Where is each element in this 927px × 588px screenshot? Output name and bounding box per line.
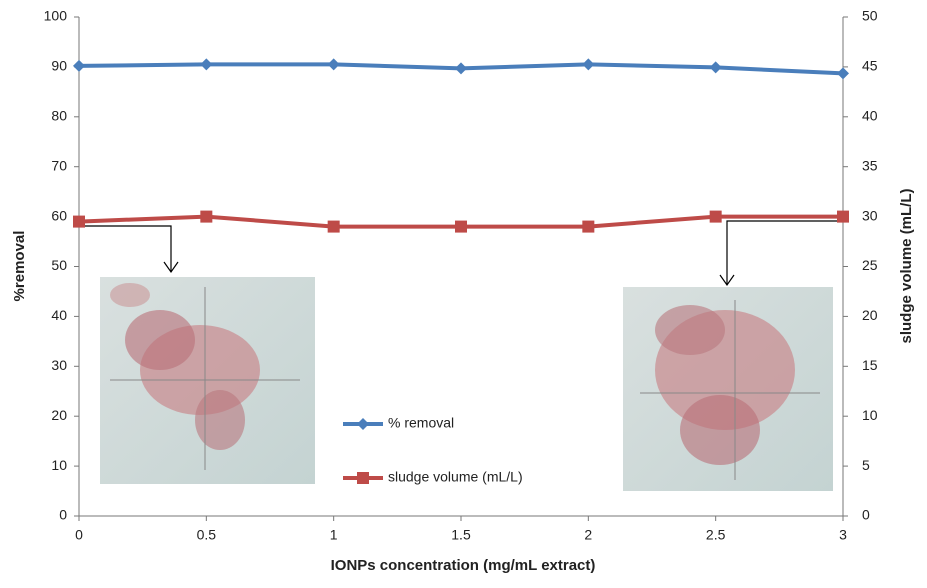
x-tick-label: 3 xyxy=(839,527,847,543)
legend-label: sludge volume (mL/L) xyxy=(388,469,523,485)
y-tick-label: 0 xyxy=(59,507,67,523)
x-tick-label: 0 xyxy=(75,527,83,543)
micrograph-right xyxy=(623,287,833,491)
data-point xyxy=(709,61,722,74)
data-point xyxy=(455,220,467,233)
y-tick-label: 80 xyxy=(51,108,67,124)
y2-tick-label: 15 xyxy=(862,357,878,373)
data-point xyxy=(455,62,467,75)
y-tick-label: 50 xyxy=(51,257,67,273)
y2-tick-label: 40 xyxy=(862,108,878,124)
data-point xyxy=(837,210,849,223)
data-point xyxy=(200,210,213,223)
y-tick-label: 10 xyxy=(51,457,67,473)
y-tick-label: 70 xyxy=(51,157,67,173)
y2-tick-label: 45 xyxy=(862,58,878,74)
x-tick-label: 2 xyxy=(584,527,592,543)
legend-marker xyxy=(357,418,369,430)
x-tick-label: 1.5 xyxy=(451,527,471,543)
y2-tick-label: 10 xyxy=(862,407,878,423)
y-axis-title: %removal xyxy=(11,231,28,302)
y-tick-label: 20 xyxy=(51,407,67,423)
arrows xyxy=(78,220,843,287)
data-point xyxy=(73,59,85,72)
data-point xyxy=(200,58,213,71)
y2-tick-label: 50 xyxy=(862,8,878,24)
data-point xyxy=(327,58,340,71)
y2-axis-title: sludge volume (mL/L) xyxy=(898,188,915,343)
x-tick-label: 2.5 xyxy=(706,527,726,543)
micrograph-left xyxy=(100,277,315,484)
y2-tick-label: 30 xyxy=(862,207,878,223)
legend-label: % removal xyxy=(388,415,454,431)
x-axis-title: IONPs concentration (mg/mL extract) xyxy=(331,557,596,574)
x-tick-label: 1 xyxy=(330,527,338,543)
data-point xyxy=(582,58,595,71)
data-point xyxy=(327,220,340,233)
y2-tick-label: 35 xyxy=(862,157,878,173)
y-tick-label: 90 xyxy=(51,58,67,74)
data-point xyxy=(709,210,722,223)
y2-tick-label: 25 xyxy=(862,257,878,273)
y2-tick-label: 20 xyxy=(862,307,878,323)
y-tick-label: 30 xyxy=(51,357,67,373)
y2-tick-label: 0 xyxy=(862,507,870,523)
data-point xyxy=(582,220,595,233)
data-point xyxy=(73,215,85,228)
data-point xyxy=(837,67,849,80)
y2-tick-label: 5 xyxy=(862,457,870,473)
y-tick-label: 40 xyxy=(51,307,67,323)
y-tick-label: 100 xyxy=(44,8,68,24)
legend-marker xyxy=(357,472,369,484)
y-tick-label: 60 xyxy=(51,207,67,223)
x-tick-label: 0.5 xyxy=(197,527,217,543)
